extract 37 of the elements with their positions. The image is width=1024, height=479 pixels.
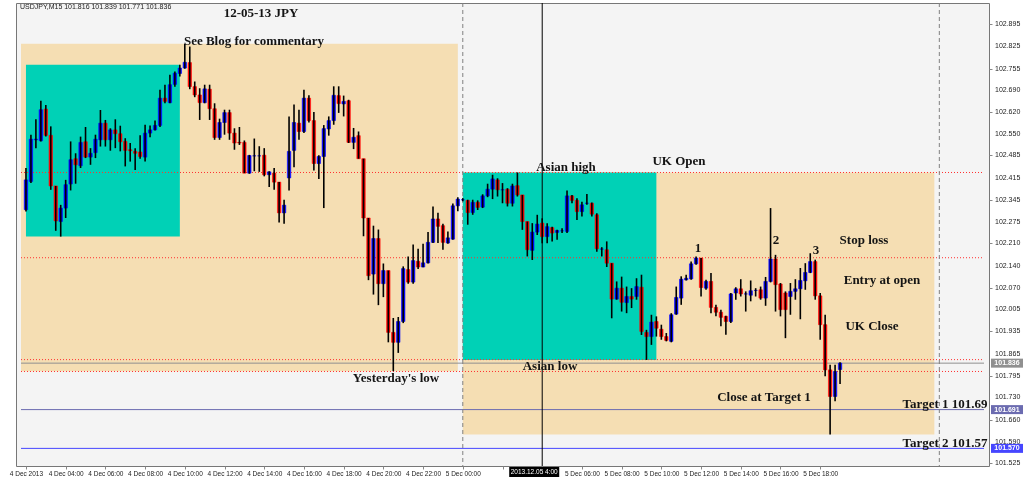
annotation: Entry at open: [843, 272, 922, 287]
candlestick: [505, 187, 510, 208]
candlestick: [644, 329, 649, 361]
annotation: 3: [812, 242, 820, 257]
annotation: 2: [772, 232, 780, 247]
candlestick: [247, 154, 252, 175]
candlestick: [624, 285, 629, 314]
candlestick: [346, 98, 351, 144]
candlestick: [738, 278, 743, 298]
candlestick: [619, 275, 624, 313]
annotation: Target 1 101.69: [902, 396, 989, 411]
annotation: Close at Target 1: [717, 389, 811, 404]
candlestick: [654, 315, 659, 338]
candlestick: [376, 228, 381, 306]
annotation: Stop loss: [839, 232, 889, 247]
candlestick: [371, 224, 376, 296]
annotation: See Blog for commentary: [183, 33, 325, 48]
annotation: Target 2 101.57: [902, 435, 989, 450]
candlestick: [78, 135, 83, 169]
candlestick: [510, 182, 515, 208]
candlestick: [83, 126, 88, 159]
candlestick: [108, 127, 113, 152]
candlestick: [341, 94, 346, 118]
annotation: Yesterday's low: [352, 370, 440, 385]
candlestick: [381, 262, 386, 298]
annotation: 1: [694, 240, 702, 255]
candlestick: [639, 273, 644, 336]
candlestick: [629, 287, 634, 309]
candlestick: [634, 277, 639, 301]
candlestick: [351, 127, 356, 150]
candlestick: [495, 177, 500, 198]
candlestick: [103, 119, 108, 148]
annotation: UK Close: [845, 318, 899, 333]
annotation: UK Open: [652, 153, 707, 168]
chart-title: 12-05-13 JPY: [223, 5, 299, 20]
candlestick: [73, 152, 78, 185]
candlestick: [649, 313, 654, 346]
